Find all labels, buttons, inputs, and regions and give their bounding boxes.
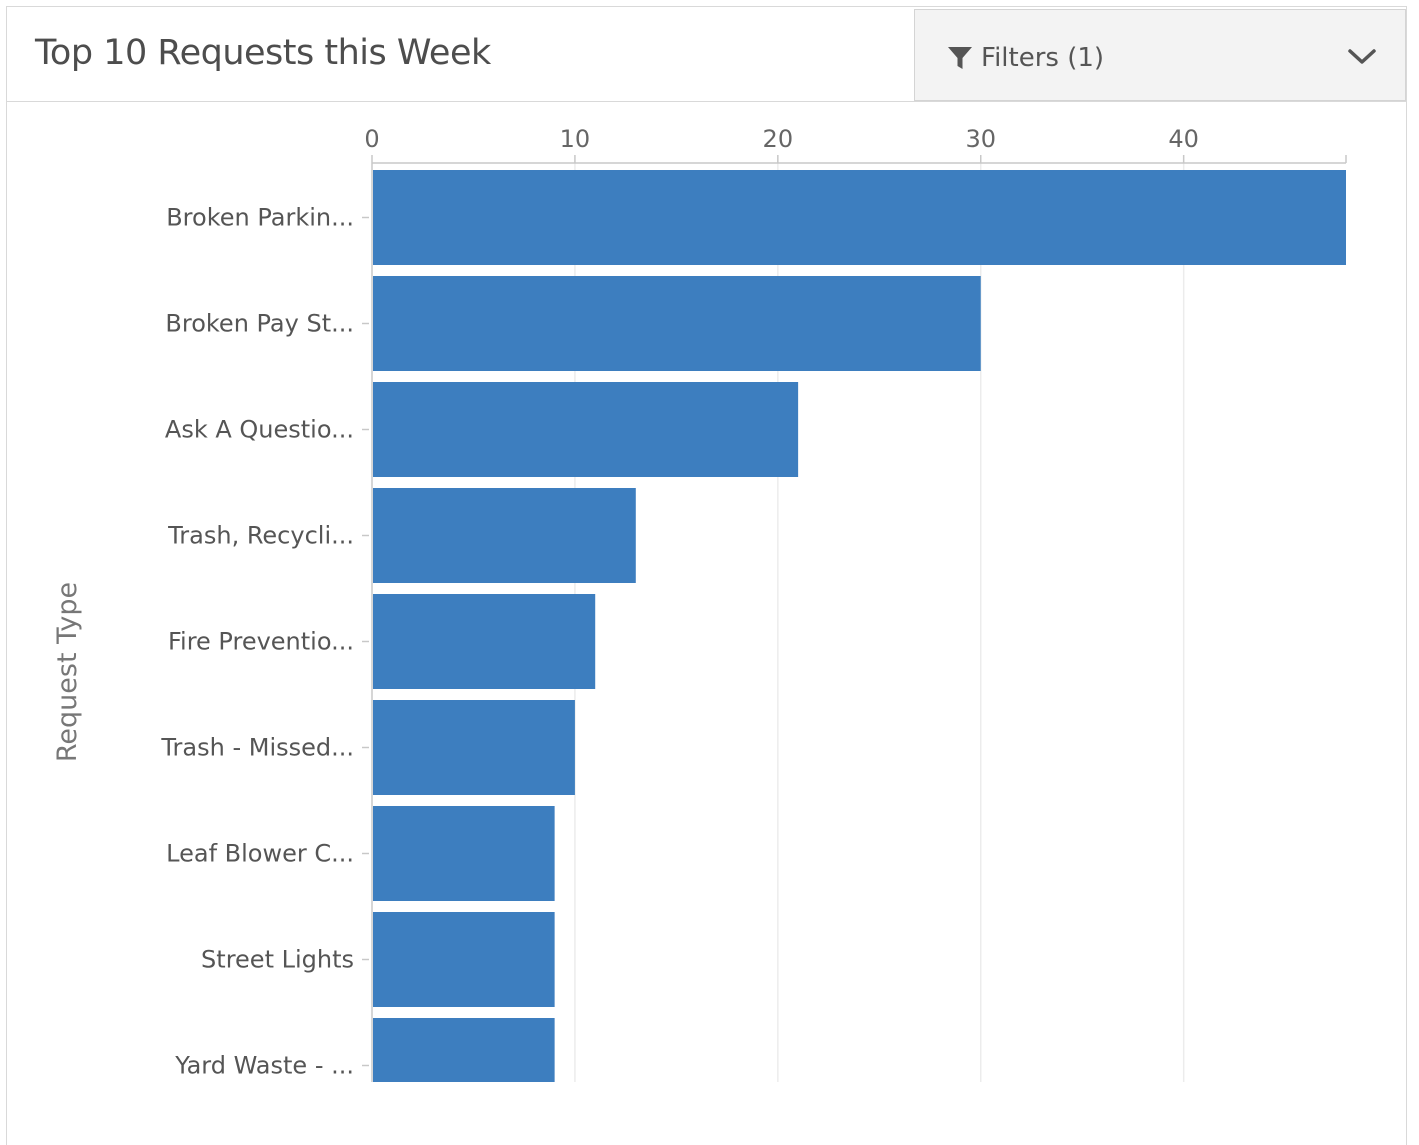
bar[interactable] (373, 276, 981, 371)
bar[interactable] (373, 806, 555, 901)
bar[interactable] (373, 170, 1346, 265)
y-axis-title: Request Type (52, 582, 83, 762)
y-tick-label: Broken Pay St... (165, 310, 354, 338)
card-title: Top 10 Requests this Week (35, 33, 491, 73)
bar[interactable] (373, 1018, 555, 1082)
y-tick-label: Ask A Questio... (165, 416, 354, 444)
y-tick-label: Trash, Recycli... (167, 522, 354, 550)
y-tick-label: Broken Parkin... (166, 204, 354, 232)
x-tick-label: 20 (763, 125, 794, 153)
bar[interactable] (373, 382, 799, 477)
x-tick-label: 30 (965, 125, 996, 153)
axes: 0 10 20 30 40 Broken Parkin... Broken Pay St..… (160, 125, 1347, 1082)
bar[interactable] (373, 594, 596, 689)
x-tick-label: 40 (1168, 125, 1199, 153)
y-tick-label: Leaf Blower C... (166, 840, 354, 868)
filters-dropdown[interactable]: Filters (1) (914, 9, 1406, 101)
y-tick-label: Fire Preventio... (168, 628, 354, 656)
bars (373, 170, 1346, 1082)
y-tick-label: Trash - Missed... (160, 734, 354, 762)
bar[interactable] (373, 700, 575, 795)
bar[interactable] (373, 488, 636, 583)
chevron-down-icon (1348, 49, 1376, 64)
filters-label: Filters (1) (981, 43, 1105, 73)
x-tick-label: 0 (364, 125, 379, 153)
bar[interactable] (373, 912, 555, 1007)
x-tick-label: 10 (560, 125, 591, 153)
filter-funnel-icon (948, 47, 972, 69)
y-tick-label: Yard Waste - ... (174, 1052, 354, 1080)
y-tick-label: Street Lights (201, 946, 354, 974)
card-header: Top 10 Requests this Week Filters (1) (7, 7, 1406, 102)
